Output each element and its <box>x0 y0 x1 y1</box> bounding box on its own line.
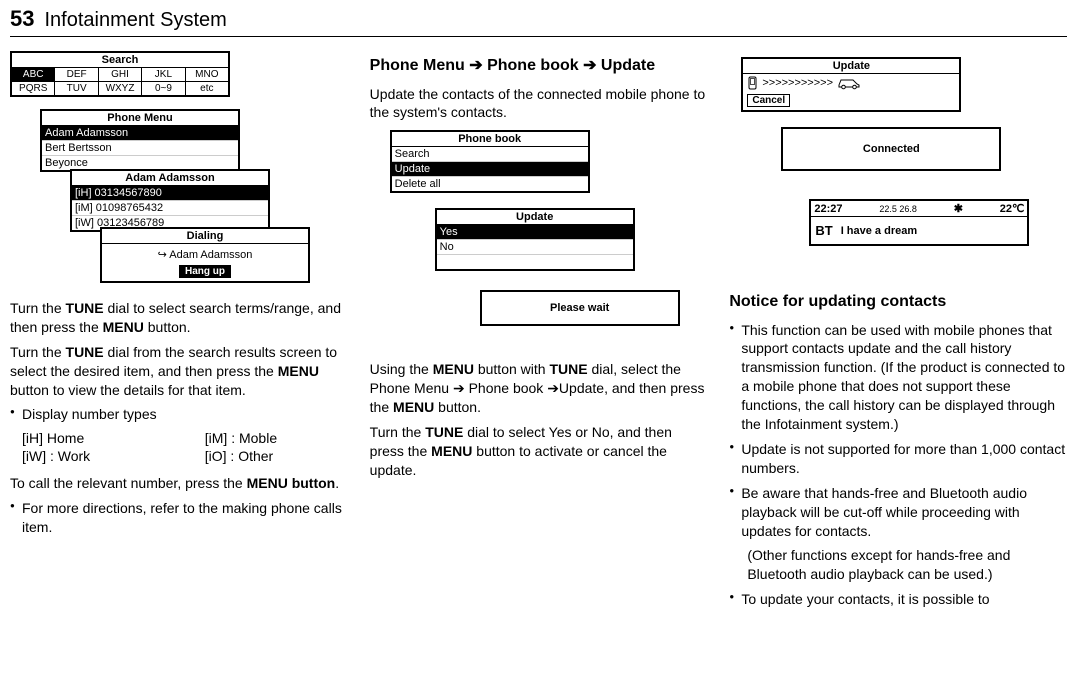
search-figure-title: Search <box>12 53 228 68</box>
phone-menu-row: Bert Bertsson <box>42 141 238 156</box>
phone-menu-figure: Phone Menu Adam Adamsson Bert Bertsson B… <box>40 109 240 172</box>
update-progress-figures: Update >>>>>>>>>>> Cancel Connected 22:2… <box>741 57 1041 277</box>
tab-wxyz: WXYZ <box>99 82 142 95</box>
column-2: Phone Menu ➔ Phone book ➔ Update Update … <box>370 51 708 615</box>
phonebook-row: Delete all <box>392 177 588 191</box>
cancel-button: Cancel <box>747 94 790 107</box>
tab-pqrs: PQRS <box>12 82 55 95</box>
update-yes-row: Yes <box>437 225 633 240</box>
page-header: 53 Infotainment System <box>10 0 1067 37</box>
please-wait-body: Please wait <box>482 292 678 324</box>
np-source: BT <box>815 223 832 238</box>
blank-row <box>437 255 633 269</box>
phonebook-row: Search <box>392 147 588 162</box>
column-3: Update >>>>>>>>>>> Cancel Connected 22:2… <box>729 51 1067 615</box>
numtype-iH: [iH] Home <box>22 430 161 446</box>
car-icon <box>837 76 861 90</box>
connected-body: Connected <box>783 129 999 169</box>
contact-detail-figure: Adam Adamsson [iH] 03134567890 [iM] 0109… <box>70 169 270 232</box>
hangup-button: Hang up <box>179 265 231 278</box>
contact-number-row: [iH] 03134567890 <box>72 186 268 201</box>
np-fuel: 22.5 26.8 <box>879 204 917 214</box>
update-confirm-figure: Update Yes No <box>435 208 635 271</box>
contact-detail-title: Adam Adamsson <box>72 171 268 186</box>
cascading-figures: Search ABC DEF GHI JKL MNO PQRS TUV WXYZ… <box>10 51 320 291</box>
update-confirm-title: Update <box>437 210 633 225</box>
paragraph: Update the contacts of the connected mob… <box>370 85 708 123</box>
please-wait-figure: Please wait <box>480 290 680 326</box>
notice-heading: Notice for updating contacts <box>729 291 1067 313</box>
dialing-body: ↪ Adam Adamsson <box>102 244 308 263</box>
column-1: Search ABC DEF GHI JKL MNO PQRS TUV WXYZ… <box>10 51 348 615</box>
progress-arrows: >>>>>>>>>>> <box>762 77 833 89</box>
dialing-title: Dialing <box>102 229 308 244</box>
tab-def: DEF <box>55 68 98 81</box>
notice-bullet-3: Be aware that hands-free and Bluetooth a… <box>729 484 1067 541</box>
notice-bullet-3-sub: (Other functions except for hands-free a… <box>747 546 1067 584</box>
notice-bullet-1: This function can be used with mobile ph… <box>729 321 1067 434</box>
update-progress-title: Update <box>743 59 959 74</box>
phone-menu-title: Phone Menu <box>42 111 238 126</box>
phone-menu-row: Beyonce <box>42 156 238 170</box>
tab-abc: ABC <box>12 68 55 81</box>
bullet-more-directions: For more directions, refer to the making… <box>10 499 348 537</box>
phonebook-figures: Phone book Search Update Delete all Upda… <box>370 130 700 350</box>
paragraph: Turn the TUNE dial to select Yes or No, … <box>370 423 708 480</box>
np-track: I have a dream <box>841 225 917 237</box>
paragraph: Using the MENU button with TUNE dial, se… <box>370 360 708 417</box>
update-no-row: No <box>437 240 633 255</box>
tab-ghi: GHI <box>99 68 142 81</box>
number-types-grid: [iH] Home [iM] : Moble [iW] : Work [iO] … <box>22 430 348 464</box>
page-title: Infotainment System <box>44 9 226 32</box>
phonebook-figure: Phone book Search Update Delete all <box>390 130 590 193</box>
tab-jkl: JKL <box>142 68 185 81</box>
update-progress-figure: Update >>>>>>>>>>> Cancel <box>741 57 961 112</box>
connected-figure: Connected <box>781 127 1001 171</box>
numtype-iM: [iM] : Moble <box>205 430 348 446</box>
paragraph: Turn the TUNE dial from the search resul… <box>10 343 348 400</box>
contact-number-row: [iM] 01098765432 <box>72 201 268 216</box>
tab-etc: etc <box>186 82 228 95</box>
now-playing-figure: 22:27 22.5 26.8 ✱ 22℃ BT I have a dream <box>809 199 1029 246</box>
bullet-display-types: Display number types <box>10 405 348 424</box>
bluetooth-icon: ✱ <box>954 202 963 215</box>
phone-icon <box>747 76 758 90</box>
search-figure: Search ABC DEF GHI JKL MNO PQRS TUV WXYZ… <box>10 51 230 97</box>
tab-tuv: TUV <box>55 82 98 95</box>
numtype-iO: [iO] : Other <box>205 448 348 464</box>
dialing-figure: Dialing ↪ Adam Adamsson Hang up <box>100 227 310 283</box>
notice-bullet-2: Update is not supported for more than 1,… <box>729 440 1067 478</box>
paragraph: To call the relevant number, press the M… <box>10 474 348 493</box>
tab-09: 0~9 <box>142 82 185 95</box>
numtype-iW: [iW] : Work <box>22 448 161 464</box>
phonebook-title: Phone book <box>392 132 588 147</box>
phone-menu-row: Adam Adamsson <box>42 126 238 141</box>
notice-bullet-4: To update your contacts, it is possible … <box>729 590 1067 609</box>
tab-mno: MNO <box>186 68 228 81</box>
np-time: 22:27 <box>814 203 842 215</box>
page-number: 53 <box>10 6 34 32</box>
section-heading: Phone Menu ➔ Phone book ➔ Update <box>370 55 708 77</box>
phonebook-row: Update <box>392 162 588 177</box>
paragraph: Turn the TUNE dial to select search term… <box>10 299 348 337</box>
np-temp: 22℃ <box>1000 202 1025 215</box>
